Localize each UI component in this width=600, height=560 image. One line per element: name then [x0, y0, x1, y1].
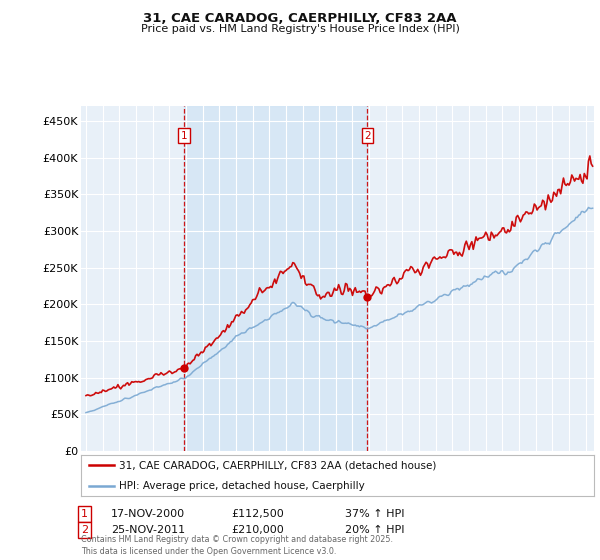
Text: £112,500: £112,500	[231, 509, 284, 519]
Text: 31, CAE CARADOG, CAERPHILLY, CF83 2AA: 31, CAE CARADOG, CAERPHILLY, CF83 2AA	[143, 12, 457, 25]
Text: 17-NOV-2000: 17-NOV-2000	[111, 509, 185, 519]
Text: 20% ↑ HPI: 20% ↑ HPI	[345, 525, 404, 535]
Text: 1: 1	[181, 130, 187, 141]
Text: 2: 2	[364, 130, 371, 141]
Text: 2: 2	[81, 525, 88, 535]
Text: Contains HM Land Registry data © Crown copyright and database right 2025.
This d: Contains HM Land Registry data © Crown c…	[81, 535, 393, 556]
Text: 25-NOV-2011: 25-NOV-2011	[111, 525, 185, 535]
Text: 37% ↑ HPI: 37% ↑ HPI	[345, 509, 404, 519]
Text: Price paid vs. HM Land Registry's House Price Index (HPI): Price paid vs. HM Land Registry's House …	[140, 24, 460, 34]
Bar	[184, 106, 367, 451]
Text: HPI: Average price, detached house, Caerphilly: HPI: Average price, detached house, Caer…	[119, 480, 365, 491]
Text: 1: 1	[81, 509, 88, 519]
Text: 31, CAE CARADOG, CAERPHILLY, CF83 2AA (detached house): 31, CAE CARADOG, CAERPHILLY, CF83 2AA (d…	[119, 460, 437, 470]
Text: £210,000: £210,000	[231, 525, 284, 535]
